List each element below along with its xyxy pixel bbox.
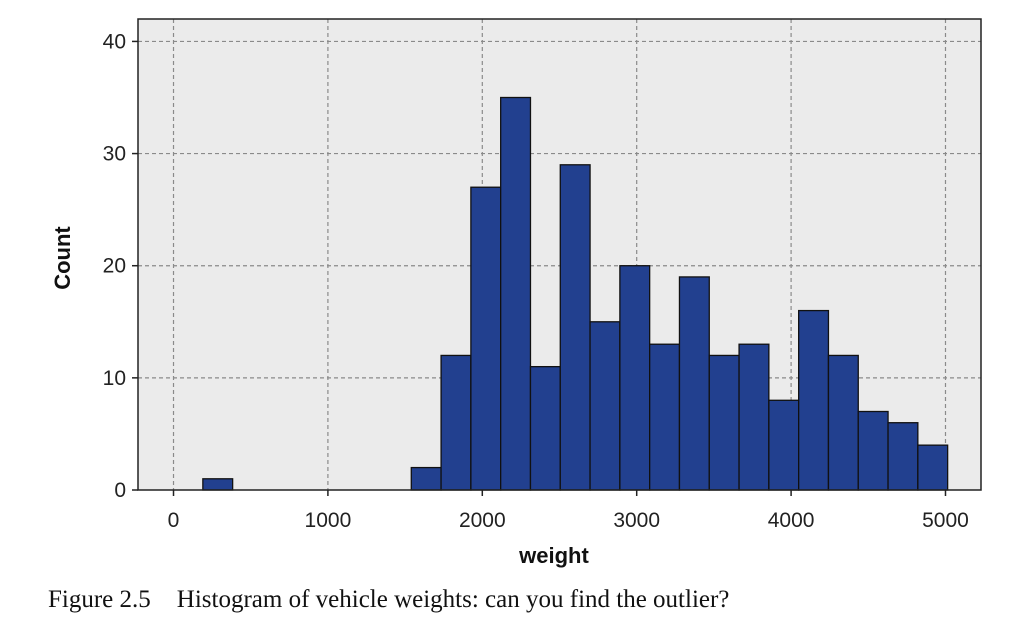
x-tick-label: 1000 [305,509,352,532]
histogram-bar [768,399,800,491]
figure-number: Figure 2.5 [48,586,151,613]
histogram-bar [440,354,472,491]
y-tick-label: 40 [103,30,126,53]
histogram-bar [738,343,770,491]
histogram-bar [500,96,532,491]
x-tick-label: 4000 [768,509,815,532]
histogram-bar [678,276,710,491]
histogram-bar [917,444,949,491]
x-tick-label: 0 [168,509,180,532]
histogram-bar [470,186,502,491]
y-tick-label: 10 [103,367,126,390]
histogram-bar [202,478,234,491]
histogram-bar [827,354,859,491]
y-tick-label: 0 [114,479,126,502]
y-tick-label: 30 [103,143,126,166]
histogram-chart: 0 10 20 30 40 0 1000 2000 3000 4000 5000 weight C… [50,18,982,568]
histogram-bar [559,164,591,491]
histogram-bar [887,422,919,491]
histogram-bar [529,365,561,491]
histogram-bar [708,354,740,491]
x-tick-label: 2000 [459,509,506,532]
y-axis-title: Count [50,226,75,290]
histogram-bar [410,466,442,491]
x-tick-label: 3000 [613,509,660,532]
figure-caption: Figure 2.5 Histogram of vehicle weights: … [48,586,729,614]
histogram-bar [649,343,681,491]
plot-frame [137,18,982,491]
histogram-bar [619,265,651,491]
histogram-bar [857,410,889,491]
x-axis-title: weight [518,543,589,568]
histogram-bar [798,309,830,491]
y-tick-label: 20 [103,255,126,278]
x-tick-label: 5000 [922,509,969,532]
bars [202,96,949,491]
figure-caption-text: Histogram of vehicle weights: can you fi… [176,586,730,613]
y-axis-ticks: 0 10 20 30 40 [103,30,138,502]
x-axis-ticks: 0 1000 2000 3000 4000 5000 [168,490,969,532]
histogram-bar [589,321,621,491]
